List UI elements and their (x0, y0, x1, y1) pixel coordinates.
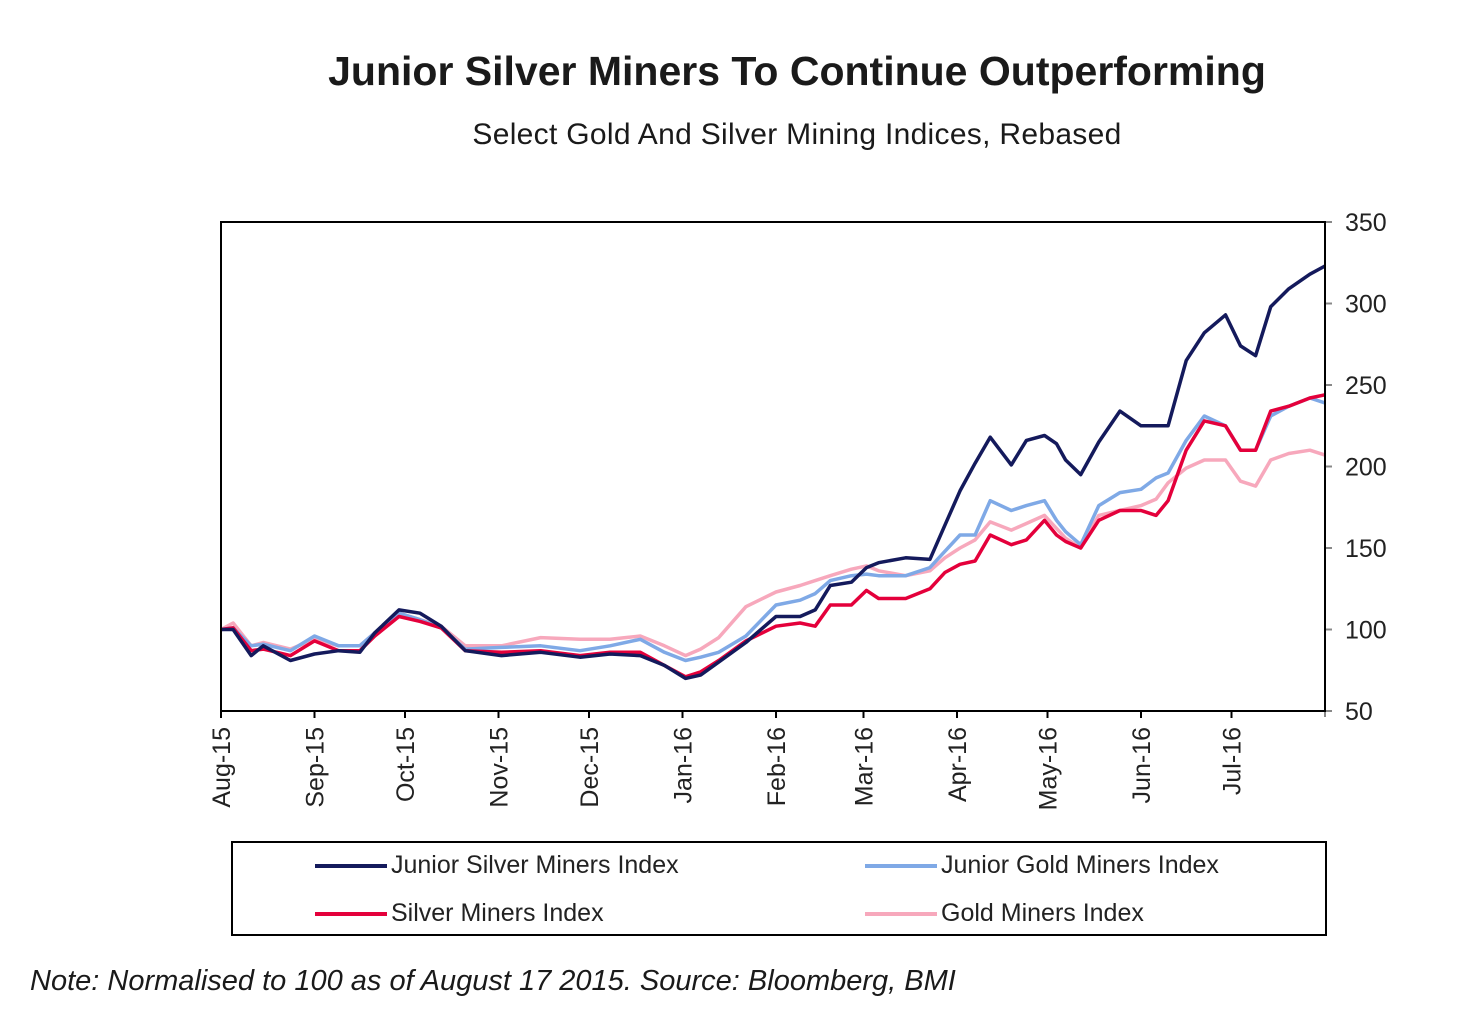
x-tick-label: Jul-16 (1218, 727, 1246, 795)
x-tick-label: May-16 (1034, 727, 1062, 810)
x-tick-label: Oct-15 (392, 727, 420, 802)
x-tick-label: Jan-16 (670, 727, 698, 803)
x-tick-label: Mar-16 (850, 727, 878, 806)
y-tick-label: 150 (1345, 535, 1387, 563)
x-tick-label: Jun-16 (1128, 727, 1156, 803)
y-tick-label: 350 (1345, 209, 1387, 237)
legend-item-junior-silver: Junior Silver Miners Index (315, 851, 679, 880)
legend-swatch (315, 863, 387, 868)
x-tick-label: Feb-16 (763, 727, 791, 806)
legend-item-silver: Silver Miners Index (315, 899, 604, 928)
x-tick-label: Nov-15 (486, 727, 514, 808)
y-tick-label: 300 (1345, 291, 1387, 319)
series-line-silver-miners-index (220, 393, 1326, 679)
y-tick-label: 50 (1345, 698, 1373, 726)
x-tick-label: Aug-15 (208, 727, 236, 808)
legend: Junior Silver Miners Index Junior Gold M… (231, 841, 1327, 936)
legend-swatch (315, 911, 387, 916)
legend-label: Junior Silver Miners Index (391, 851, 679, 879)
series-lines (220, 264, 1326, 681)
y-tick-label: 250 (1345, 372, 1387, 400)
legend-label: Junior Gold Miners Index (941, 851, 1219, 879)
chart-title: Junior Silver Miners To Continue Outperf… (328, 48, 1266, 94)
legend-label: Silver Miners Index (391, 899, 604, 927)
x-tick-label: Dec-15 (576, 727, 604, 808)
y-tick-label: 100 (1345, 617, 1387, 645)
plot-frame (220, 221, 1326, 712)
x-tick-label: Apr-16 (944, 727, 972, 802)
source-note: Note: Normalised to 100 as of August 17 … (30, 965, 956, 997)
x-tick-label: Sep-15 (302, 727, 330, 808)
legend-swatch (865, 863, 937, 868)
y-tick-label: 200 (1345, 454, 1387, 482)
legend-label: Gold Miners Index (941, 899, 1144, 927)
series-line-junior-silver-miners-index (221, 264, 1326, 681)
legend-swatch (865, 911, 937, 916)
chart-subtitle: Select Gold And Silver Mining Indices, R… (472, 118, 1122, 151)
axes: 50 100 150 200 250 300 350 Aug-15 Sep-15 Oct-15 No… (208, 209, 1387, 810)
legend-item-gold: Gold Miners Index (865, 899, 1144, 928)
legend-item-junior-gold: Junior Gold Miners Index (865, 851, 1219, 880)
